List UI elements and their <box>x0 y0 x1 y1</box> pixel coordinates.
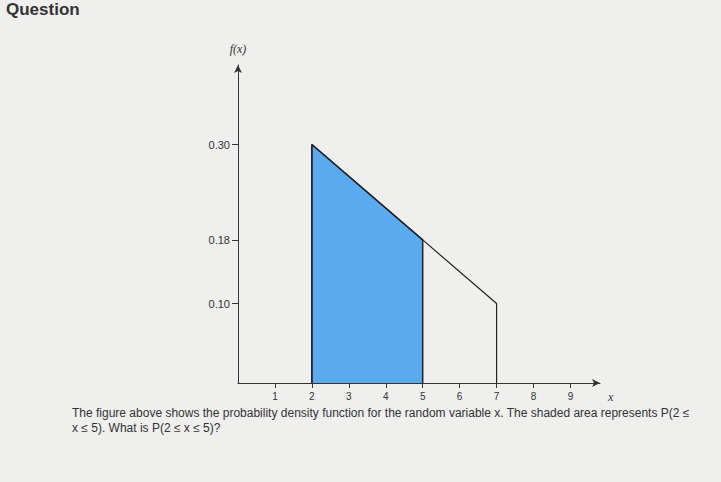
svg-text:1: 1 <box>272 391 278 402</box>
svg-text:f(x): f(x) <box>230 42 247 56</box>
html-text:Question: Question <box>6 0 80 19</box>
svg-text:7: 7 <box>494 391 500 402</box>
svg-text:0.18: 0.18 <box>209 234 230 246</box>
svg-text:0.10: 0.10 <box>209 298 230 310</box>
svg-text:5: 5 <box>420 391 426 402</box>
svg-text:0.30: 0.30 <box>209 139 230 151</box>
svg-text:2: 2 <box>309 391 315 402</box>
svg-text:4: 4 <box>383 391 389 402</box>
html-text:The figure above shows the pro: The figure above shows the probability d… <box>72 406 690 435</box>
svg-text:6: 6 <box>457 391 463 402</box>
svg-text:x: x <box>607 390 614 404</box>
svg-text:9: 9 <box>568 391 574 402</box>
svg-text:3: 3 <box>346 391 352 402</box>
svg-text:8: 8 <box>531 391 537 402</box>
